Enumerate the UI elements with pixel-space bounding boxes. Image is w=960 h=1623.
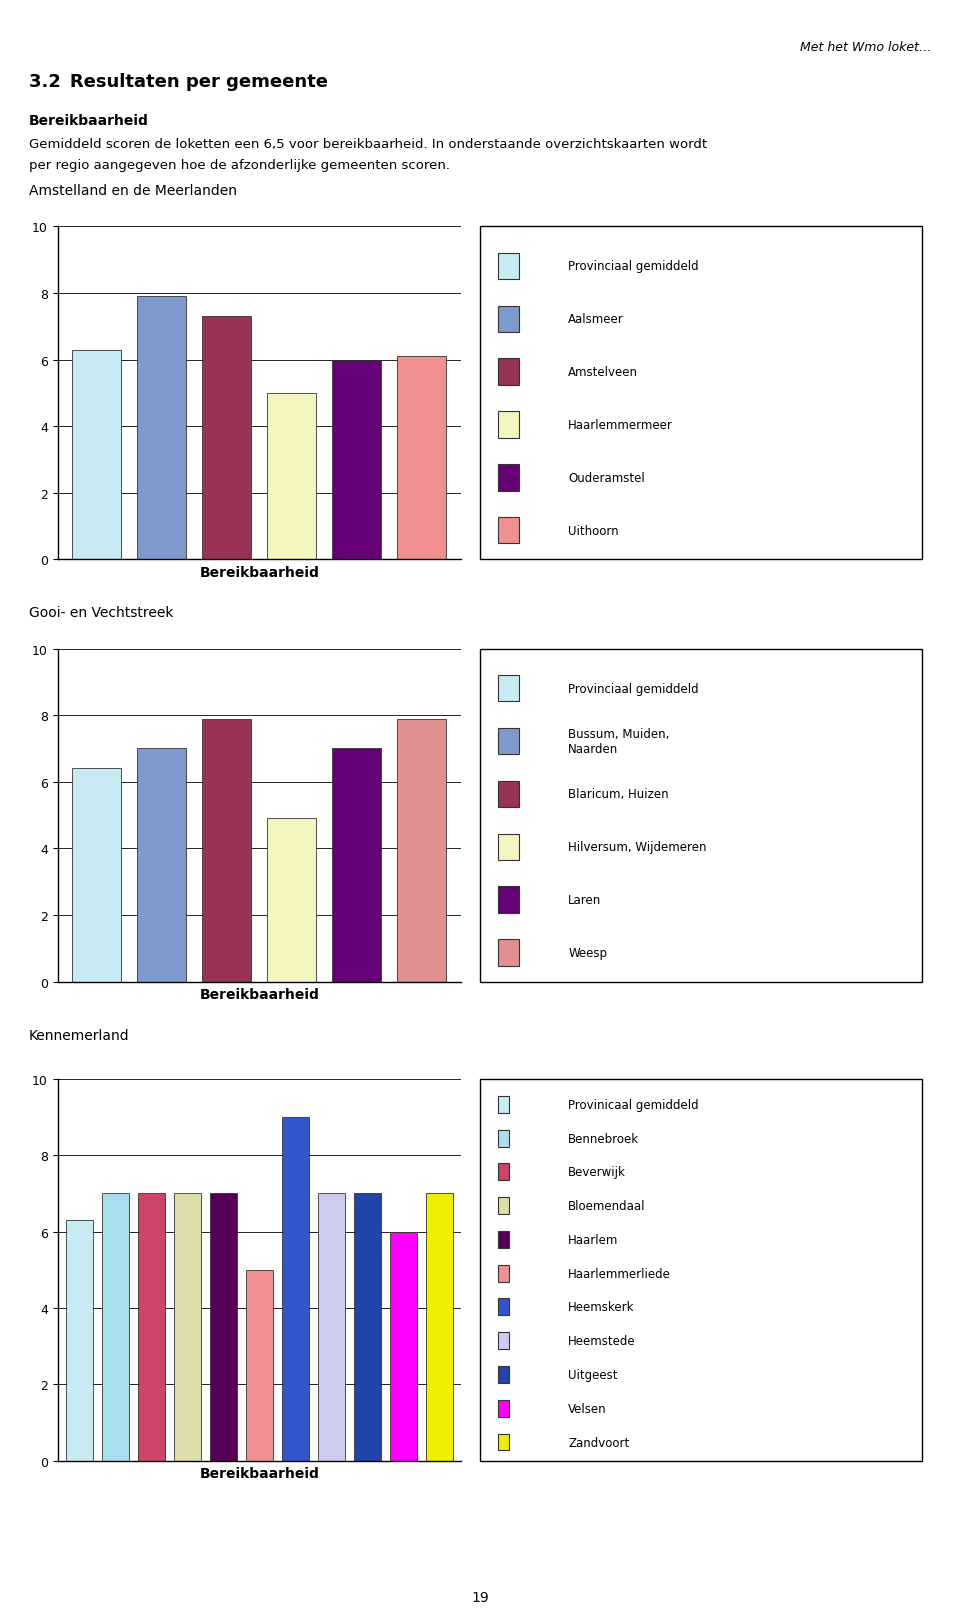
Text: Amstelveen: Amstelveen bbox=[568, 365, 638, 378]
Text: Gooi- en Vechtstreek: Gooi- en Vechtstreek bbox=[29, 605, 174, 620]
Text: Hilversum, Wijdemeren: Hilversum, Wijdemeren bbox=[568, 841, 707, 854]
Text: Laren: Laren bbox=[568, 894, 602, 907]
Bar bbox=[332, 360, 381, 560]
Text: Weesp: Weesp bbox=[568, 946, 608, 959]
Bar bbox=[425, 1195, 453, 1461]
X-axis label: Bereikbaarheid: Bereikbaarheid bbox=[200, 1466, 319, 1480]
Bar bbox=[497, 886, 518, 914]
Text: Provinciaal gemiddeld: Provinciaal gemiddeld bbox=[568, 260, 699, 273]
Bar bbox=[318, 1195, 345, 1461]
Text: Velsen: Velsen bbox=[568, 1402, 607, 1415]
Bar bbox=[332, 750, 381, 982]
Bar bbox=[497, 464, 518, 492]
Bar bbox=[497, 1332, 510, 1349]
Bar bbox=[497, 1198, 510, 1214]
Bar bbox=[137, 297, 186, 560]
Text: Provinicaal gemiddeld: Provinicaal gemiddeld bbox=[568, 1099, 699, 1112]
Text: Bennebroek: Bennebroek bbox=[568, 1131, 639, 1144]
Bar bbox=[267, 820, 316, 982]
Text: Amstelland en de Meerlanden: Amstelland en de Meerlanden bbox=[29, 183, 237, 198]
Bar bbox=[497, 1433, 510, 1451]
Bar bbox=[267, 393, 316, 560]
Bar bbox=[203, 316, 252, 560]
Bar bbox=[397, 357, 446, 560]
Text: Heemstede: Heemstede bbox=[568, 1334, 636, 1347]
Bar bbox=[497, 1298, 510, 1316]
X-axis label: Bereikbaarheid: Bereikbaarheid bbox=[200, 565, 319, 579]
Text: Kennemerland: Kennemerland bbox=[29, 1027, 130, 1042]
Text: Bereikbaarheid: Bereikbaarheid bbox=[29, 114, 149, 128]
Bar bbox=[174, 1195, 201, 1461]
Bar bbox=[281, 1117, 309, 1461]
Text: Blaricum, Huizen: Blaricum, Huizen bbox=[568, 787, 669, 800]
Text: Zandvoort: Zandvoort bbox=[568, 1436, 630, 1449]
Bar bbox=[497, 729, 518, 755]
Bar bbox=[497, 1264, 510, 1282]
Bar bbox=[497, 1130, 510, 1147]
Bar bbox=[397, 719, 446, 982]
Bar bbox=[497, 412, 518, 438]
Text: Heemskerk: Heemskerk bbox=[568, 1300, 635, 1313]
Text: Haarlem: Haarlem bbox=[568, 1233, 618, 1246]
Text: Met het Wmo loket…: Met het Wmo loket… bbox=[800, 41, 931, 54]
Bar bbox=[390, 1232, 417, 1461]
Bar bbox=[497, 359, 518, 386]
Bar bbox=[137, 750, 186, 982]
Text: Bloemendaal: Bloemendaal bbox=[568, 1199, 646, 1212]
Bar bbox=[497, 307, 518, 333]
Text: Haarlemmerliede: Haarlemmerliede bbox=[568, 1268, 671, 1281]
Bar bbox=[497, 1164, 510, 1180]
Bar bbox=[353, 1195, 381, 1461]
Bar bbox=[497, 834, 518, 860]
Bar bbox=[209, 1195, 237, 1461]
Text: Provinciaal gemiddeld: Provinciaal gemiddeld bbox=[568, 682, 699, 695]
Bar bbox=[497, 1367, 510, 1383]
Bar bbox=[102, 1195, 129, 1461]
Text: Uitgeest: Uitgeest bbox=[568, 1368, 618, 1381]
Text: Bussum, Muiden,
Naarden: Bussum, Muiden, Naarden bbox=[568, 727, 670, 756]
Text: 3.2 Resultaten per gemeente: 3.2 Resultaten per gemeente bbox=[29, 73, 327, 91]
Text: Beverwijk: Beverwijk bbox=[568, 1165, 626, 1178]
Text: 19: 19 bbox=[471, 1589, 489, 1604]
X-axis label: Bereikbaarheid: Bereikbaarheid bbox=[200, 987, 319, 1001]
Bar bbox=[497, 1401, 510, 1417]
Bar bbox=[497, 1232, 510, 1248]
Bar bbox=[497, 518, 518, 544]
Bar bbox=[497, 253, 518, 281]
Bar bbox=[497, 1096, 510, 1113]
Bar bbox=[72, 351, 121, 560]
Text: Haarlemmermeer: Haarlemmermeer bbox=[568, 419, 673, 432]
Bar bbox=[203, 719, 252, 982]
Bar bbox=[246, 1269, 273, 1461]
Bar bbox=[497, 675, 518, 703]
Bar bbox=[497, 940, 518, 966]
Bar bbox=[497, 781, 518, 808]
Text: Ouderamstel: Ouderamstel bbox=[568, 472, 645, 485]
Bar bbox=[137, 1195, 165, 1461]
Bar bbox=[65, 1220, 93, 1461]
Text: per regio aangegeven hoe de afzonderlijke gemeenten scoren.: per regio aangegeven hoe de afzonderlijk… bbox=[29, 159, 450, 172]
Text: Uithoorn: Uithoorn bbox=[568, 524, 619, 537]
Text: Gemiddeld scoren de loketten een 6,5 voor bereikbaarheid. In onderstaande overzi: Gemiddeld scoren de loketten een 6,5 voo… bbox=[29, 138, 707, 151]
Bar bbox=[72, 769, 121, 982]
Text: Aalsmeer: Aalsmeer bbox=[568, 313, 624, 326]
